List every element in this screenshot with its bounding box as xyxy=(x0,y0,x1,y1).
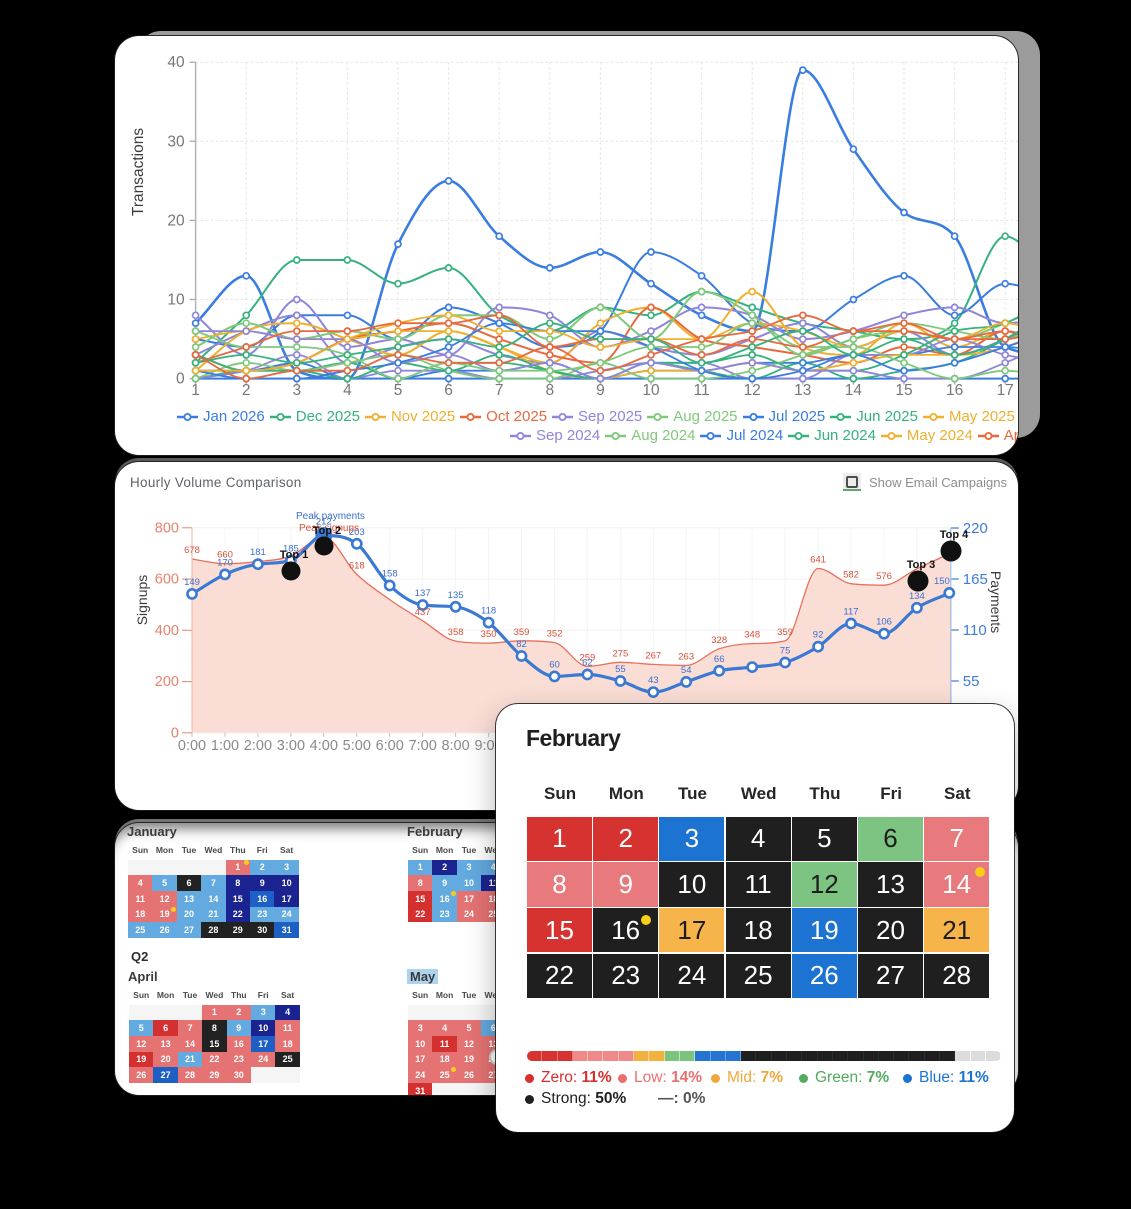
svg-text:Peak signups: Peak signups xyxy=(299,523,359,534)
svg-text:641: 641 xyxy=(810,555,826,566)
svg-text:55: 55 xyxy=(963,673,980,690)
svg-text:43: 43 xyxy=(648,675,659,686)
svg-text:6:00: 6:00 xyxy=(376,738,404,754)
svg-text:75: 75 xyxy=(780,646,791,657)
svg-text:4:00: 4:00 xyxy=(310,738,338,754)
svg-text:275: 275 xyxy=(612,648,628,659)
svg-text:437: 437 xyxy=(415,607,431,618)
svg-text:117: 117 xyxy=(843,607,858,618)
svg-text:66: 66 xyxy=(714,654,725,665)
svg-text:0: 0 xyxy=(171,725,179,741)
svg-text:6: 6 xyxy=(444,382,453,399)
svg-text:400: 400 xyxy=(155,623,179,639)
svg-text:8:00: 8:00 xyxy=(441,738,469,754)
svg-text:220: 220 xyxy=(963,520,988,537)
svg-text:4: 4 xyxy=(343,382,352,399)
svg-text:17: 17 xyxy=(997,382,1014,399)
svg-text:328: 328 xyxy=(711,635,727,646)
svg-text:350: 350 xyxy=(481,629,497,640)
svg-text:92: 92 xyxy=(813,630,824,641)
svg-text:5:00: 5:00 xyxy=(343,738,371,754)
svg-text:170: 170 xyxy=(217,557,233,568)
svg-text:348: 348 xyxy=(744,630,760,641)
svg-text:5: 5 xyxy=(394,382,403,399)
svg-text:7:00: 7:00 xyxy=(409,738,437,754)
svg-text:212: 212 xyxy=(316,517,332,528)
svg-text:30: 30 xyxy=(167,133,185,150)
svg-text:14: 14 xyxy=(845,382,863,399)
svg-text:Transactions: Transactions xyxy=(130,128,147,216)
svg-text:600: 600 xyxy=(155,572,179,588)
svg-text:Top 1: Top 1 xyxy=(280,549,309,561)
svg-text:3: 3 xyxy=(292,382,301,399)
svg-text:2: 2 xyxy=(242,382,251,399)
svg-text:110: 110 xyxy=(963,622,987,639)
svg-text:165: 165 xyxy=(963,571,988,588)
svg-text:678: 678 xyxy=(184,545,200,556)
svg-text:267: 267 xyxy=(645,650,661,661)
svg-text:576: 576 xyxy=(876,571,892,582)
svg-text:9:00: 9:00 xyxy=(474,738,502,754)
svg-text:54: 54 xyxy=(681,665,692,676)
svg-text:106: 106 xyxy=(876,617,892,628)
svg-text:60: 60 xyxy=(549,659,560,670)
svg-text:82: 82 xyxy=(516,639,527,650)
svg-text:13: 13 xyxy=(794,382,811,399)
svg-text:618: 618 xyxy=(349,560,365,571)
svg-text:20: 20 xyxy=(167,212,185,229)
svg-text:Payments: Payments xyxy=(988,571,1004,633)
svg-text:1: 1 xyxy=(191,382,200,399)
svg-text:134: 134 xyxy=(909,591,925,602)
svg-text:358: 358 xyxy=(448,627,464,638)
svg-text:582: 582 xyxy=(843,570,859,581)
svg-text:Top 3: Top 3 xyxy=(907,559,936,571)
svg-text:0:00: 0:00 xyxy=(178,738,206,754)
svg-text:16: 16 xyxy=(946,382,963,399)
svg-text:158: 158 xyxy=(382,569,398,580)
svg-text:359: 359 xyxy=(777,627,793,638)
svg-text:8: 8 xyxy=(545,382,554,399)
svg-text:135: 135 xyxy=(448,590,464,601)
svg-text:185: 185 xyxy=(283,544,299,555)
svg-text:150: 150 xyxy=(934,576,950,587)
svg-text:2:00: 2:00 xyxy=(244,738,272,754)
svg-text:259: 259 xyxy=(579,652,595,663)
svg-text:200: 200 xyxy=(155,674,179,690)
svg-text:1:00: 1:00 xyxy=(211,738,239,754)
svg-text:Top 2: Top 2 xyxy=(313,525,342,537)
svg-text:11: 11 xyxy=(694,382,710,399)
svg-text:359: 359 xyxy=(514,627,530,638)
svg-text:Top 4: Top 4 xyxy=(940,529,969,541)
svg-text:Peak payments: Peak payments xyxy=(296,511,365,522)
svg-text:800: 800 xyxy=(155,520,179,536)
svg-text:181: 181 xyxy=(250,547,266,558)
svg-text:12: 12 xyxy=(744,382,761,399)
svg-text:137: 137 xyxy=(415,588,431,599)
svg-text:9: 9 xyxy=(596,382,605,399)
svg-text:3:00: 3:00 xyxy=(277,738,305,754)
svg-text:263: 263 xyxy=(678,651,694,662)
svg-text:352: 352 xyxy=(547,629,563,640)
svg-text:Signups: Signups xyxy=(134,575,150,626)
svg-text:55: 55 xyxy=(615,664,626,675)
svg-text:10: 10 xyxy=(167,292,185,309)
svg-text:62: 62 xyxy=(582,658,593,669)
svg-text:40: 40 xyxy=(167,54,185,71)
svg-text:7: 7 xyxy=(495,382,504,399)
svg-text:15: 15 xyxy=(895,382,912,399)
svg-text:118: 118 xyxy=(481,606,496,617)
svg-text:660: 660 xyxy=(217,550,233,561)
svg-text:0: 0 xyxy=(176,371,185,388)
svg-text:149: 149 xyxy=(184,577,200,588)
svg-text:203: 203 xyxy=(349,527,365,538)
svg-text:10: 10 xyxy=(642,382,660,399)
